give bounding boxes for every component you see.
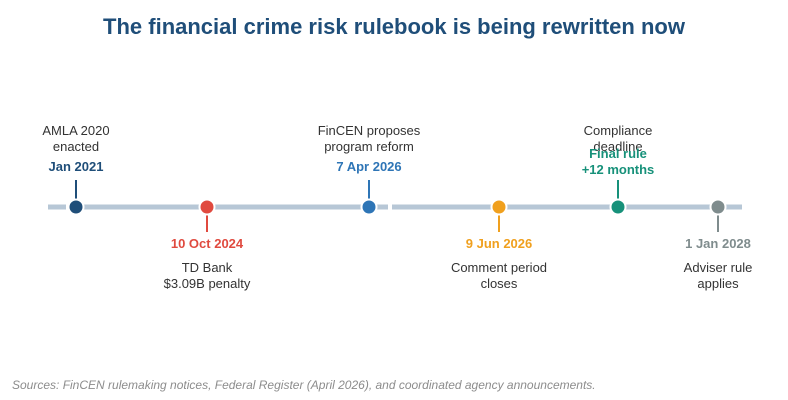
source-note: Sources: FinCEN rulemaking notices, Fede… [12, 378, 596, 392]
event-label-jan-2028: 1 Jan 2028 Adviser rule applies [638, 236, 788, 292]
event-date: 10 Oct 2024 [170, 236, 244, 251]
page-title: The financial crime risk rulebook is bei… [103, 14, 685, 39]
event-jan-2028 [709, 198, 727, 232]
event-description: Comment period [450, 260, 548, 275]
event-marker [709, 198, 727, 216]
event-final-rule [609, 180, 627, 216]
event-date: 1 Jan 2028 [685, 236, 751, 251]
event-date: +12 months [581, 162, 655, 177]
event-description: closes [480, 276, 518, 291]
event-marker [198, 198, 216, 216]
event-description: Compliance [583, 123, 653, 138]
event-marker [360, 198, 378, 216]
event-apr-2026 [360, 180, 378, 216]
event-description: applies [697, 276, 739, 291]
event-date: 9 Jun 2026 [465, 236, 533, 251]
event-description: AMLA 2020 [42, 123, 110, 138]
event-description: deadline [593, 139, 643, 154]
event-jun-2026 [490, 198, 508, 232]
event-label-jan-2021: AMLA 2020 enacted Jan 2021 [0, 123, 156, 175]
event-label-jun-2026: 9 Jun 2026 Comment period closes [419, 236, 579, 292]
event-date: Final rule [589, 146, 647, 161]
event-marker [490, 198, 508, 216]
event-date-final-rule: Final rule +12 months [538, 146, 698, 178]
event-marker [609, 198, 627, 216]
event-label-apr-2026: FinCEN proposes program reform 7 Apr 202… [289, 123, 449, 175]
event-description: enacted [52, 139, 100, 154]
event-jan-2021 [67, 180, 85, 216]
event-label-oct-2024: 10 Oct 2024 TD Bank $3.09B penalty [127, 236, 287, 292]
event-oct-2024 [198, 198, 216, 232]
event-description: Adviser rule [683, 260, 753, 275]
event-description: program reform [324, 139, 414, 154]
event-description: TD Bank [181, 260, 233, 275]
event-marker [67, 198, 85, 216]
event-date: Jan 2021 [48, 159, 104, 174]
event-label-final-rule: Compliance deadline [538, 123, 698, 155]
event-description: FinCEN proposes [317, 123, 421, 138]
event-description: $3.09B penalty [163, 276, 251, 291]
event-date: 7 Apr 2026 [336, 159, 402, 174]
